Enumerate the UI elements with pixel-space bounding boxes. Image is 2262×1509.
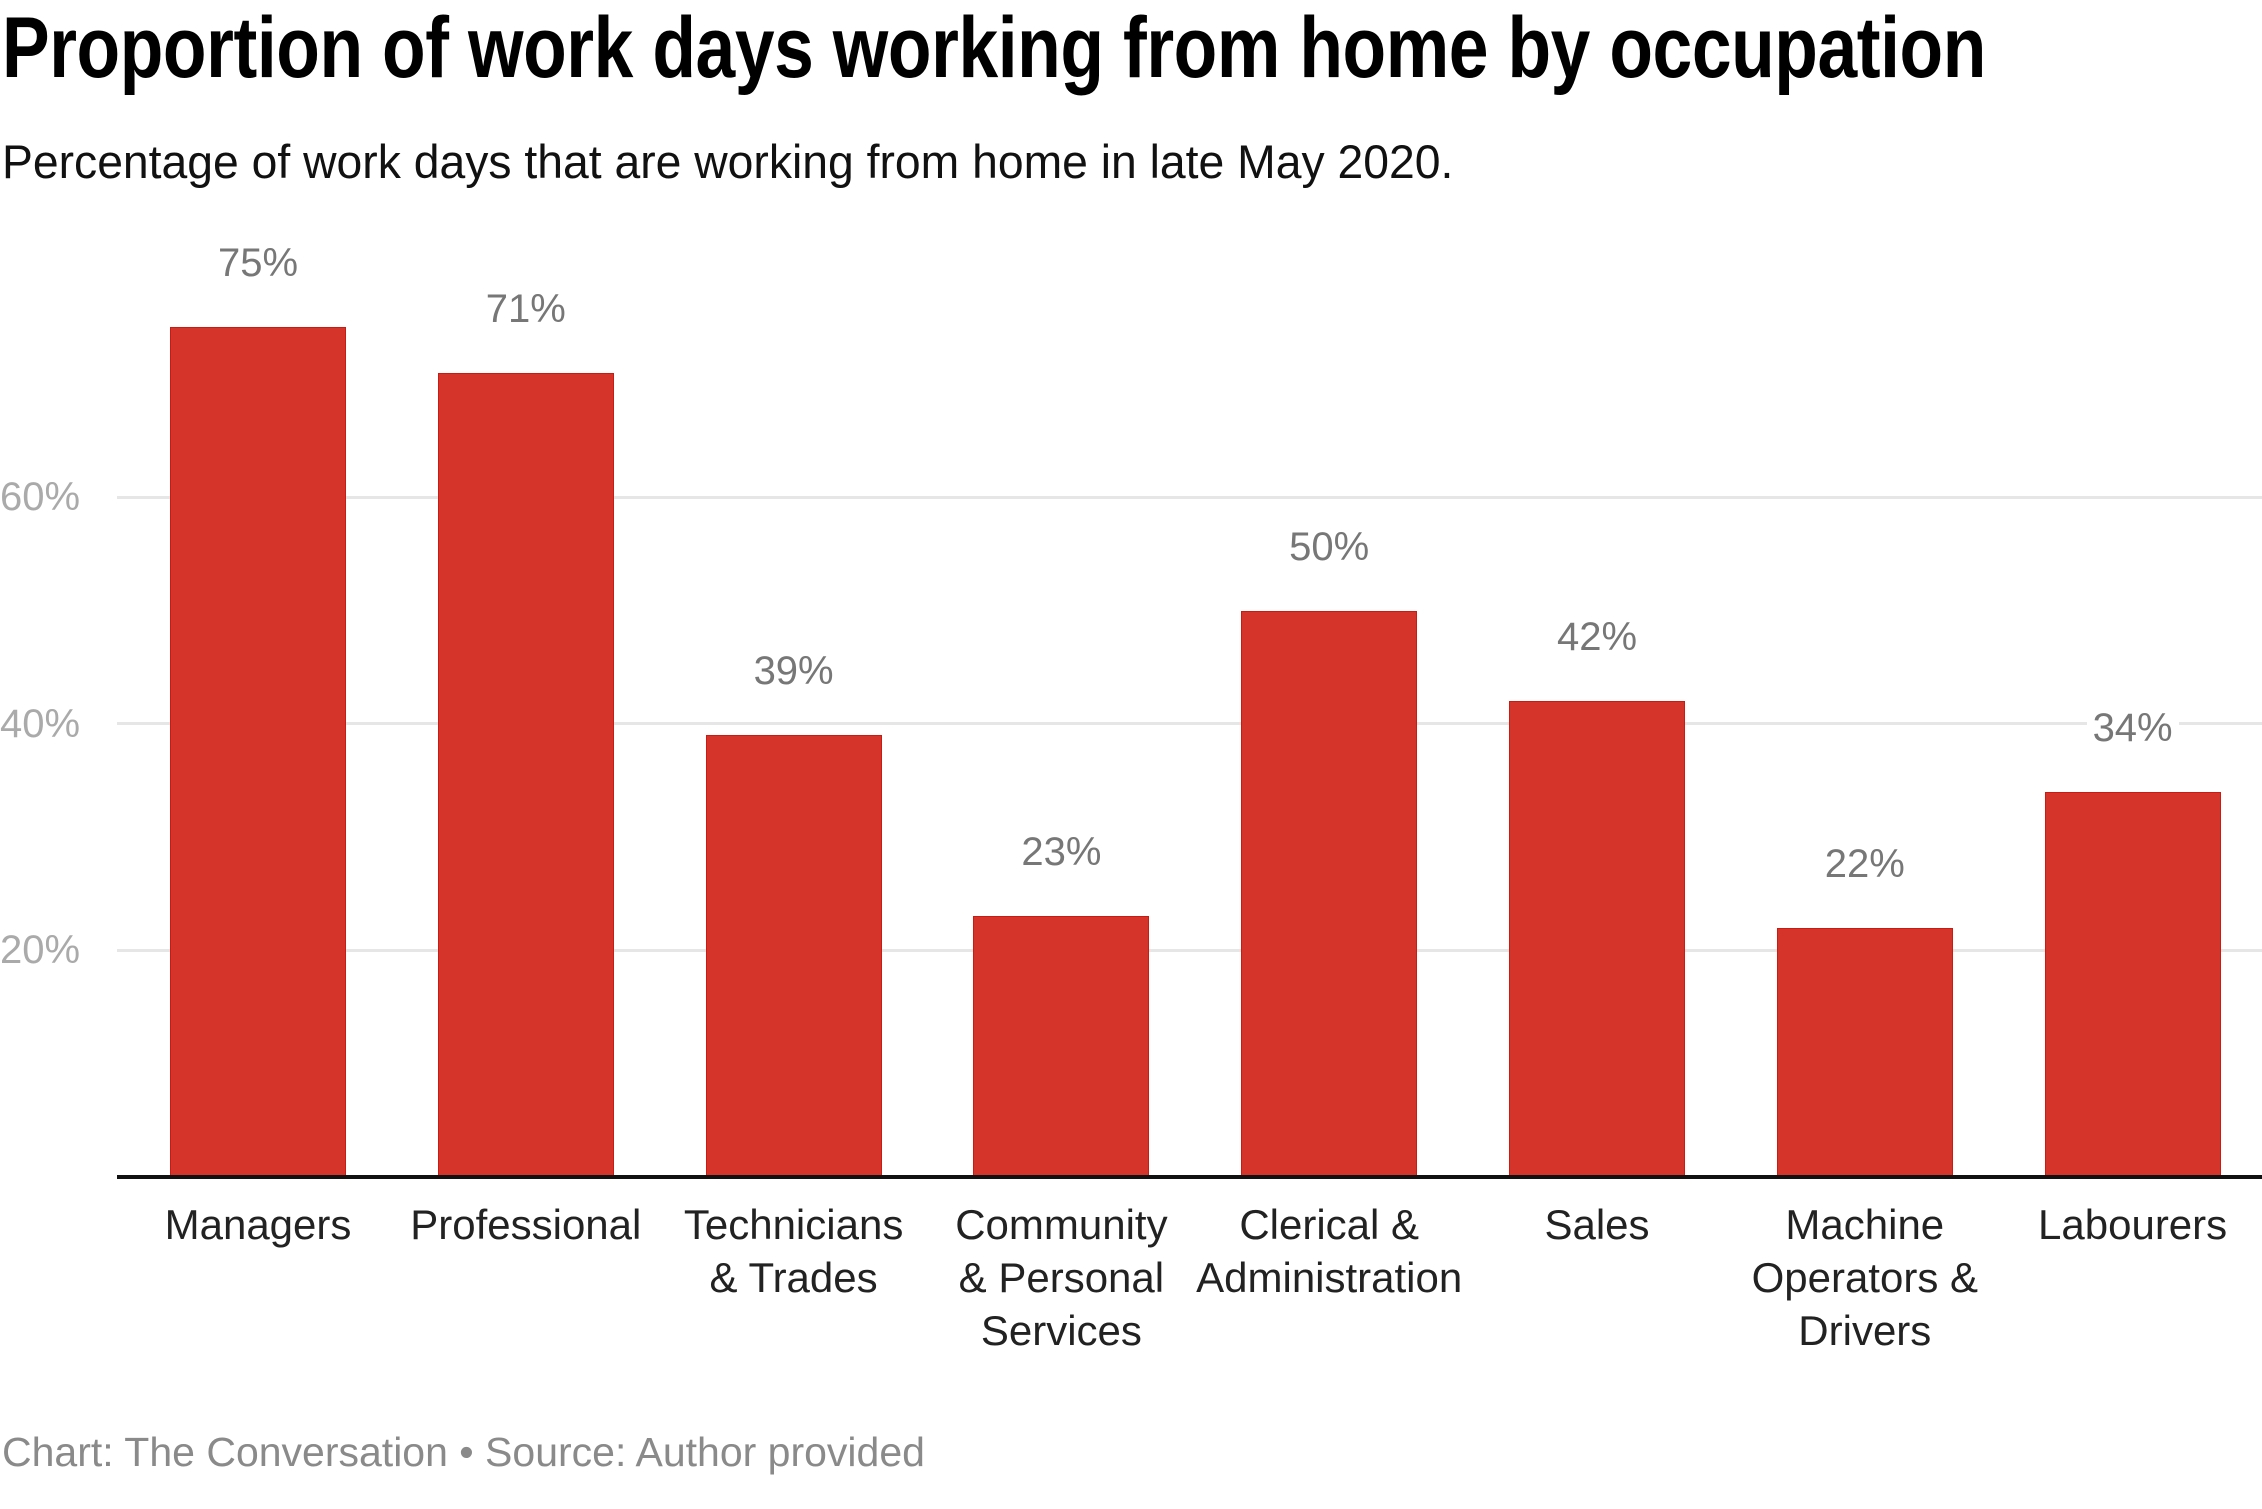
x-axis-category-label: Professional (376, 1198, 676, 1251)
x-axis-category-label: Machine Operators & Drivers (1715, 1198, 2015, 1357)
category-label-line: Clerical & (1239, 1201, 1420, 1248)
x-axis-category-label: Sales (1447, 1198, 1747, 1251)
y-axis-tick-label: 60% (0, 475, 81, 520)
chart-title: Proportion of work days working from hom… (2, 0, 1986, 96)
value-text: 34% (2086, 705, 2179, 750)
gridline (117, 495, 2262, 499)
category-label-line: Labourers (2038, 1201, 2228, 1248)
y-axis-tick-label: 40% (0, 701, 81, 746)
bar-value-label: 42% (1477, 615, 1717, 660)
bar-value-label: 34% (2013, 705, 2253, 750)
x-axis-category-label: Clerical & Administration (1179, 1198, 1479, 1304)
category-label-line: Technicians (683, 1201, 904, 1248)
chart-source-credit: Chart: The Conversation • Source: Author… (2, 1429, 925, 1475)
bar-value-label: 22% (1745, 841, 1985, 886)
value-text: 42% (1550, 615, 1644, 660)
chart-subtitle: Percentage of work days that are working… (2, 135, 1454, 188)
category-label-line: Machine (1785, 1201, 1945, 1248)
bar-sales (1509, 701, 1685, 1177)
value-text: 71% (479, 286, 572, 331)
category-label-line: Professional (410, 1201, 642, 1248)
bar-value-label: 39% (674, 649, 914, 694)
x-axis-line (117, 1175, 2262, 1179)
bar-clerical-administration (1241, 610, 1418, 1177)
category-label-line: Services (980, 1307, 1142, 1354)
bar-value-label: 23% (941, 830, 1181, 875)
category-label-line: & Trades (709, 1254, 878, 1301)
value-text: 39% (747, 649, 840, 694)
bar-labourers (2044, 791, 2221, 1177)
bar-technicians-trades (705, 735, 882, 1177)
x-axis-category-label: Managers (108, 1198, 408, 1251)
category-label-line: Administration (1196, 1254, 1463, 1301)
category-label-line: Community (955, 1201, 1168, 1248)
bar-machine-operators-drivers (1776, 927, 1953, 1177)
category-label-line: Drivers (1798, 1307, 1932, 1354)
category-label-line: Operators & (1751, 1254, 1979, 1301)
gridline (117, 722, 2262, 726)
bar-value-label: 75% (138, 241, 378, 286)
value-text: 75% (211, 241, 305, 286)
gridline (117, 948, 2262, 952)
x-axis-category-label: Labourers (1983, 1198, 2262, 1251)
category-label-line: & Personal (958, 1254, 1165, 1301)
bar-community-personal-services (973, 916, 1150, 1177)
y-axis-tick-label: 20% (0, 928, 81, 973)
bar-value-label: 71% (406, 286, 646, 331)
x-axis-category-label: Technicians & Trades (644, 1198, 944, 1304)
category-label-line: Sales (1544, 1201, 1650, 1248)
value-text: 23% (1015, 830, 1108, 875)
bar-value-label: 50% (1209, 524, 1449, 569)
bar-managers (170, 327, 346, 1177)
value-text: 22% (1818, 841, 1911, 886)
category-label-line: Managers (164, 1201, 352, 1248)
value-text: 50% (1283, 524, 1376, 569)
x-axis-category-label: Community & Personal Services (911, 1198, 1211, 1357)
bar-professional (437, 372, 614, 1177)
